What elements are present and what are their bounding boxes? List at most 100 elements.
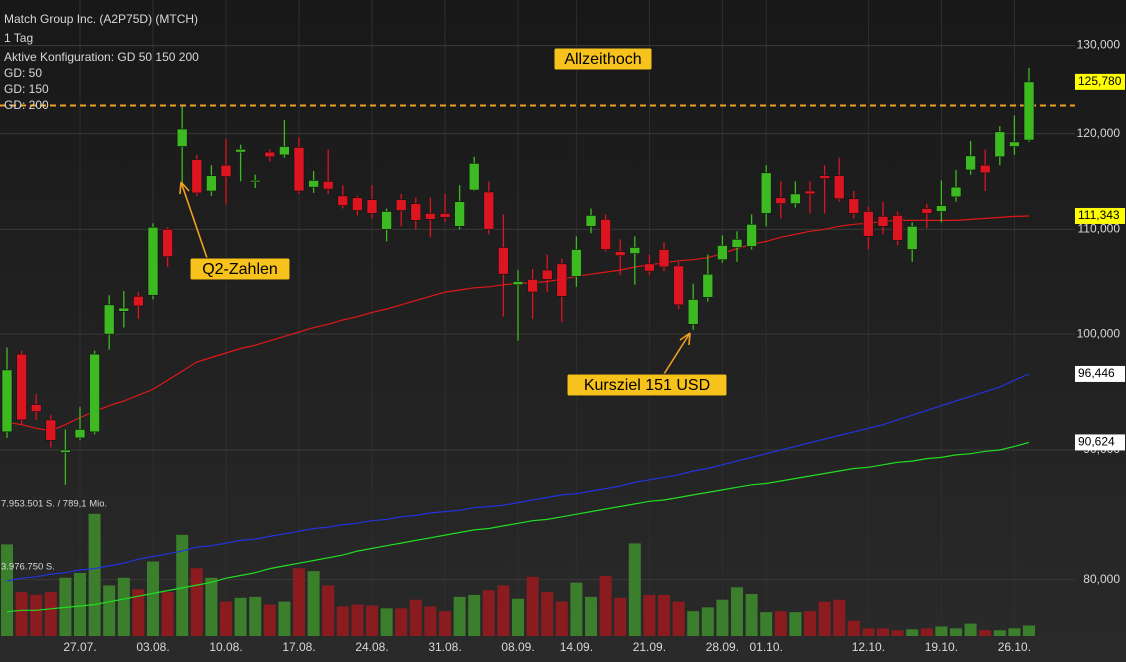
value-label-box xyxy=(1075,73,1125,90)
volume-bar xyxy=(672,601,685,636)
x-tick-label: 19.10. xyxy=(925,640,958,654)
volume-bar xyxy=(234,597,247,636)
volume-bar xyxy=(964,623,977,636)
candle-body xyxy=(1,369,13,433)
annotation-arrow xyxy=(179,181,208,259)
chart-subtitle: 1 Tag xyxy=(4,31,33,45)
volume-bar xyxy=(366,605,378,636)
volume-bar xyxy=(979,630,992,636)
ma-line xyxy=(6,373,1030,582)
volume-bar xyxy=(993,630,1006,636)
candle-body xyxy=(366,199,378,214)
legend-entry: GD: 150 xyxy=(4,82,49,96)
volume-bar xyxy=(628,543,641,636)
volume-bar xyxy=(15,592,28,636)
volume-bar xyxy=(1023,625,1035,636)
candle-body xyxy=(133,296,144,307)
value-label-box xyxy=(1075,434,1125,451)
candle-body xyxy=(950,186,962,198)
candle-body xyxy=(30,404,42,412)
volume-bar xyxy=(190,568,203,636)
candle-body xyxy=(60,449,71,453)
x-tick-label: 14.09. xyxy=(560,640,593,654)
x-tick-label: 03.08. xyxy=(136,640,169,654)
volume-bar xyxy=(920,628,933,636)
volume-bar xyxy=(526,576,539,636)
x-tick-label: 21.09. xyxy=(633,640,666,654)
volume-tick-label: 3.976.750 S. xyxy=(1,562,55,573)
candle-body xyxy=(921,208,933,214)
candle-body xyxy=(16,353,27,421)
candle-body xyxy=(979,164,991,174)
candle-body xyxy=(337,195,349,206)
x-tick-label: 24.08. xyxy=(355,640,388,654)
candle-body xyxy=(644,263,655,272)
volume-bar xyxy=(263,604,276,636)
candle-body xyxy=(746,224,757,247)
volume-bar xyxy=(44,592,57,636)
candle-body xyxy=(892,215,903,241)
candle-body xyxy=(702,273,714,298)
volume-bar xyxy=(950,628,962,636)
ma-line xyxy=(6,441,1030,613)
candle-body xyxy=(410,203,422,221)
header: Match Group Inc. (A2P75D) (MTCH) 1 Tag A… xyxy=(4,12,199,112)
y-tick-label: 100,000 xyxy=(1077,326,1121,340)
candle-body xyxy=(863,211,874,237)
x-tick-label: 10.08. xyxy=(209,640,242,654)
candle-body xyxy=(629,247,641,254)
volume-bar xyxy=(891,630,904,636)
volume-bar xyxy=(424,606,437,636)
candle-body xyxy=(1023,81,1035,141)
volume-bar xyxy=(774,611,787,636)
volume-bar xyxy=(658,594,670,636)
candle-body xyxy=(819,175,830,179)
volume-bar xyxy=(117,577,130,636)
volume-bar xyxy=(935,626,948,636)
volume-bar xyxy=(1,544,13,636)
candle-body xyxy=(483,191,495,230)
candle-body xyxy=(235,149,246,153)
volume-bar xyxy=(760,612,773,636)
volume-bar xyxy=(468,594,481,636)
volume-bar xyxy=(380,608,393,636)
y-tick-label: 130,000 xyxy=(1077,38,1121,52)
candle-body xyxy=(833,175,845,200)
volume-bar xyxy=(512,598,524,636)
candle-body xyxy=(512,281,524,285)
volume-bar xyxy=(278,601,291,636)
volume-bar xyxy=(877,628,889,636)
candle-body xyxy=(74,429,86,439)
candle-body xyxy=(352,197,363,211)
volume-bar xyxy=(497,585,510,636)
volume-bar xyxy=(555,601,568,636)
annotation: Q2-Zahlen xyxy=(202,261,278,278)
candle-body xyxy=(308,180,319,188)
candle-body xyxy=(687,299,699,325)
candle-body xyxy=(89,353,100,433)
candle-body xyxy=(220,164,232,177)
annotation: Kursziel 151 USD xyxy=(584,377,710,394)
candle-body xyxy=(906,226,918,250)
volume-bar xyxy=(570,582,583,636)
volume-bar xyxy=(482,590,495,636)
candle-body xyxy=(264,151,276,158)
volume-bar xyxy=(351,604,364,636)
value-label-box xyxy=(1075,207,1125,224)
volume-bar xyxy=(132,589,145,636)
x-tick-label: 31.08. xyxy=(428,640,461,654)
volume-bar xyxy=(409,599,422,636)
volume-bar xyxy=(293,568,305,636)
volume-bar xyxy=(161,592,174,636)
candle-body xyxy=(439,213,451,218)
candle-body xyxy=(760,172,772,214)
candle-body xyxy=(279,146,290,156)
volume-bar xyxy=(804,611,816,636)
volume-bar xyxy=(541,592,554,636)
candle-body xyxy=(658,249,670,268)
value-label: 111,343 xyxy=(1078,208,1120,222)
volume-bar xyxy=(74,572,86,636)
volume-bar xyxy=(322,585,335,636)
volume-bar xyxy=(862,628,875,636)
